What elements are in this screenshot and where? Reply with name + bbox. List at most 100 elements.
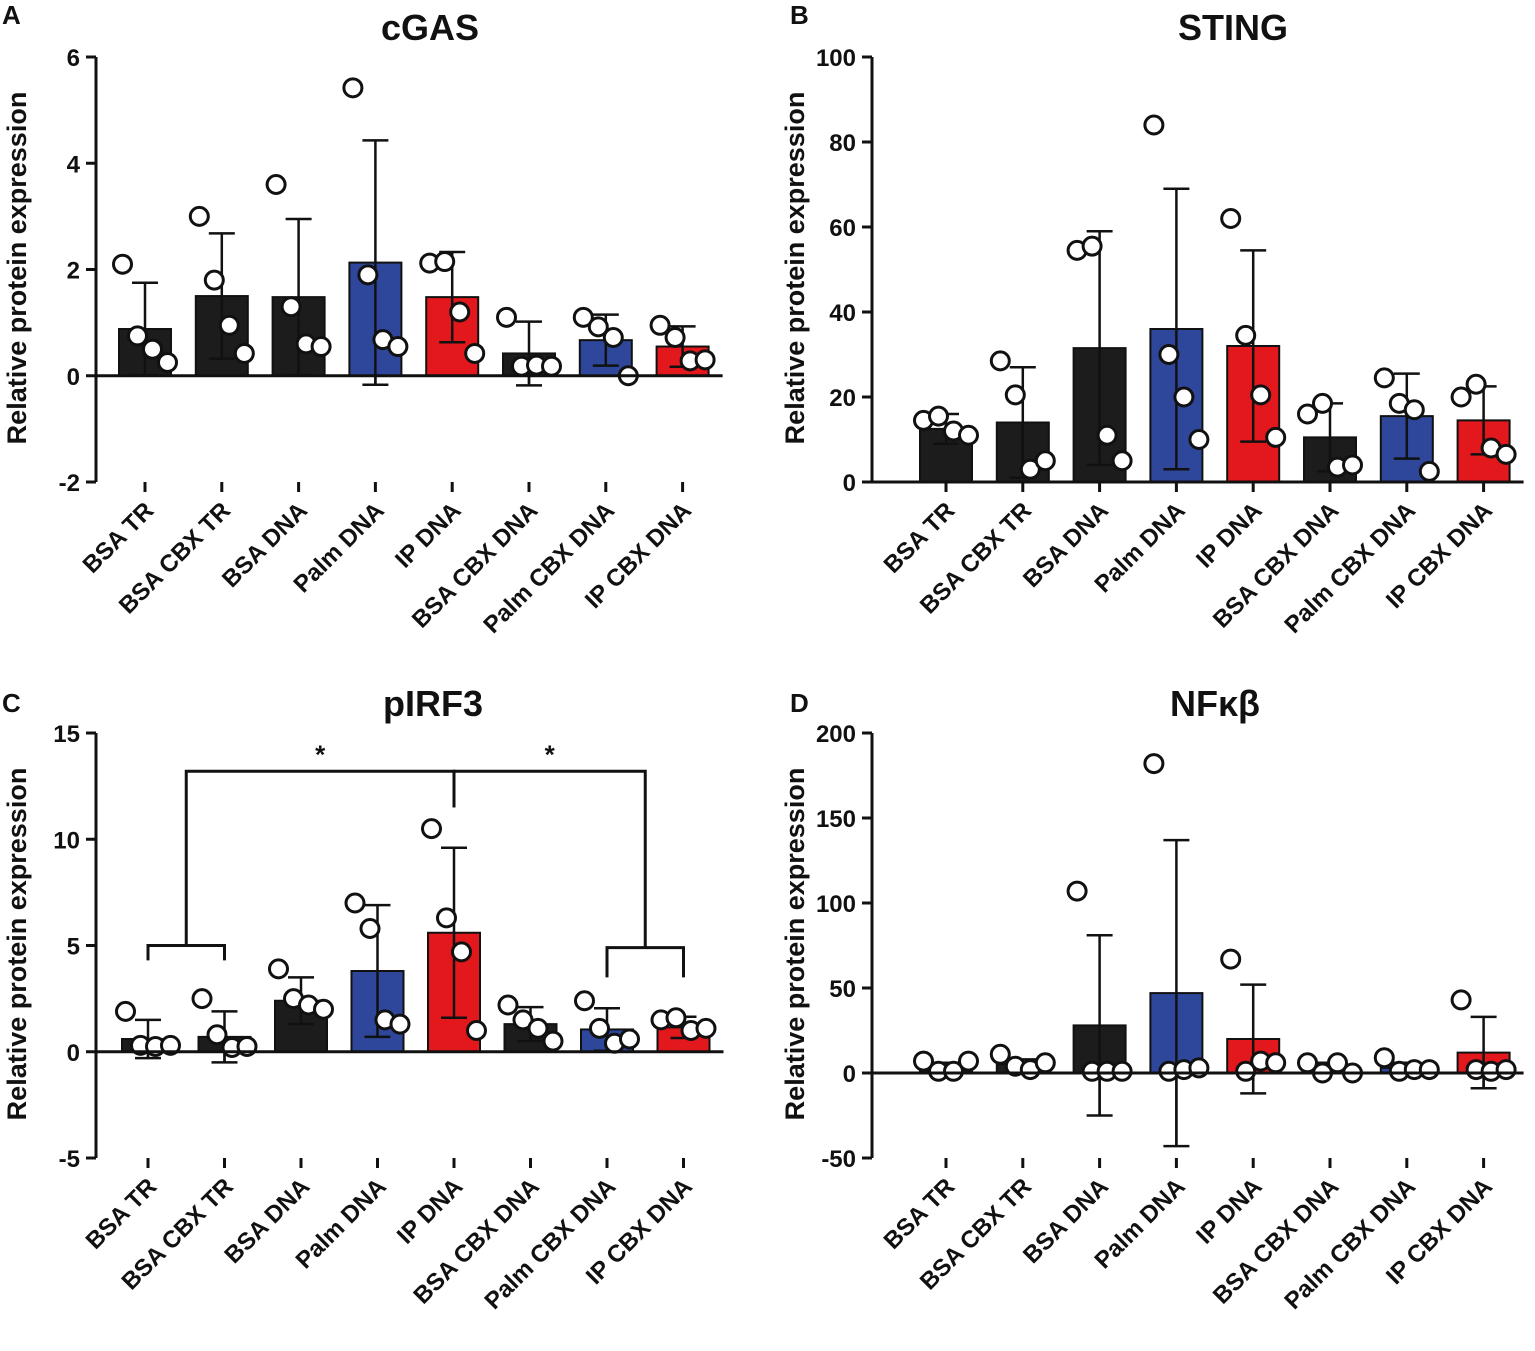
data-point: [203, 269, 225, 291]
data-point: [310, 336, 332, 358]
data-point: [1173, 386, 1195, 408]
data-point: [958, 424, 979, 446]
data-point: [115, 1000, 136, 1022]
y-tick-label: 0: [843, 470, 856, 497]
data-point: [1418, 460, 1440, 482]
sig-group-bracket: [146, 944, 226, 961]
data-point: [589, 1017, 610, 1039]
y-axis-label: Relative protein expression: [2, 768, 32, 1121]
data-point: [1495, 1059, 1517, 1081]
y-tick-label: -2: [59, 470, 80, 497]
data-point: [127, 325, 148, 347]
data-point: [574, 990, 595, 1012]
data-point: [602, 327, 624, 348]
x-tick-label: IP DNA: [392, 1173, 468, 1249]
y-tick-label: 200: [816, 721, 856, 748]
data-point: [1111, 1060, 1133, 1082]
y-tick-label: 50: [829, 976, 856, 1003]
data-point: [1373, 367, 1395, 389]
data-point: [1250, 384, 1272, 406]
panel-pirf3: C pIRF3 Relative protein expression -5 0 5…: [2, 683, 724, 1315]
y-tick-label: 60: [829, 215, 856, 242]
significance-star: *: [315, 739, 326, 769]
data-point: [1312, 392, 1333, 414]
data-point: [587, 316, 609, 338]
y-tick-label: 6: [67, 45, 80, 72]
data-point: [619, 1028, 640, 1050]
data-point: [1265, 426, 1287, 448]
x-tick-label: Palm CBX DNA: [478, 497, 620, 639]
data-point: [1297, 403, 1318, 425]
data-point: [1158, 344, 1180, 365]
data-point: [541, 355, 562, 377]
data-point: [466, 1020, 487, 1041]
data-point: [280, 296, 302, 318]
x-tick-label: IP DNA: [390, 497, 466, 573]
sig-bracket: [452, 769, 647, 948]
data-point: [342, 77, 364, 99]
y-axis-label: Relative protein expression: [2, 92, 32, 445]
x-tick-label: Palm CBX DNA: [480, 1173, 622, 1315]
data-point: [1235, 324, 1257, 346]
data-point: [268, 958, 289, 980]
chart-title: cGAS: [381, 7, 479, 48]
data-point: [1143, 114, 1165, 136]
data-point: [958, 1050, 979, 1072]
data-point: [1235, 1060, 1257, 1082]
data-point: [451, 941, 472, 963]
y-tick-label: 2: [67, 258, 80, 285]
data-point: [1143, 753, 1165, 775]
panel-letter-a: A: [2, 0, 21, 30]
data-point: [1418, 1059, 1440, 1081]
data-point: [527, 1017, 549, 1039]
data-point: [421, 818, 442, 840]
data-point: [112, 253, 133, 275]
data-point: [1096, 424, 1118, 446]
data-point: [359, 918, 381, 939]
data-point: [664, 327, 686, 348]
data-point: [464, 342, 486, 364]
data-point: [206, 1024, 228, 1046]
data-point: [389, 1013, 411, 1035]
data-point: [572, 306, 594, 328]
y-tick-label: -50: [821, 1146, 856, 1173]
sig-group-bracket: [605, 946, 685, 978]
chart-title: STING: [1178, 7, 1288, 48]
data-point: [449, 301, 471, 323]
data-point: [694, 349, 716, 371]
data-point: [142, 338, 163, 360]
data-point: [913, 1050, 934, 1072]
x-tick-label: IP DNA: [1191, 1173, 1267, 1249]
significance-star: *: [545, 739, 556, 769]
panel-letter-b: B: [790, 0, 809, 30]
panel-cgas: A cGAS Relative protein expression -2 0 2 4…: [2, 0, 723, 639]
sig-bracket: [184, 769, 456, 946]
y-tick-label: 5: [67, 934, 80, 961]
data-point: [695, 1017, 717, 1039]
data-point: [1111, 450, 1133, 472]
data-point: [1465, 373, 1487, 395]
data-point: [1066, 880, 1088, 902]
y-tick-label: 80: [829, 130, 856, 157]
y-tick-label: 0: [67, 364, 80, 391]
data-point: [434, 251, 456, 273]
data-point: [1450, 386, 1472, 408]
y-tick-label: 100: [816, 45, 856, 72]
data-point: [436, 907, 457, 929]
data-point: [928, 405, 949, 427]
data-point: [1188, 429, 1210, 450]
data-point: [157, 351, 178, 373]
y-tick-label: 0: [843, 1061, 856, 1088]
data-point: [313, 998, 334, 1020]
data-point: [1265, 1052, 1287, 1074]
data-point: [1220, 208, 1242, 229]
data-point: [233, 342, 255, 364]
data-point: [160, 1034, 181, 1056]
data-point: [1034, 1052, 1056, 1074]
data-point: [218, 314, 240, 336]
y-tick-label: 4: [67, 151, 81, 178]
data-point: [1495, 443, 1517, 465]
panel-nfkb: D NFκβ Relative protein expression -50 0 5…: [780, 683, 1524, 1315]
data-point: [542, 1030, 564, 1052]
